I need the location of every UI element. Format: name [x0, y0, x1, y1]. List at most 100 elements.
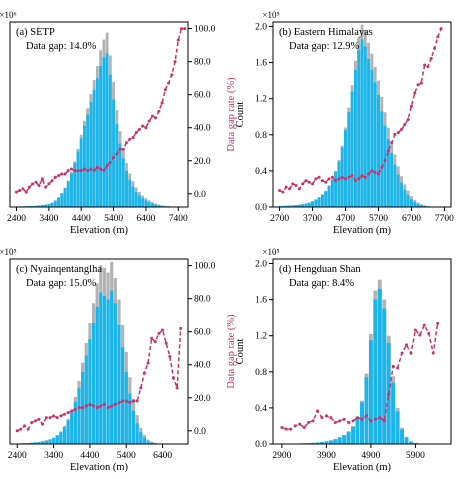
gap-rate-point — [278, 189, 281, 192]
bar-valid — [54, 201, 57, 207]
bar-valid — [77, 152, 80, 208]
gap-rate-point — [99, 168, 102, 171]
gap-annotation: Data gap: 12.9% — [289, 41, 360, 52]
bar-valid — [89, 102, 92, 207]
bar-valid — [405, 438, 409, 444]
gap-rate-point — [430, 57, 433, 60]
gap-rate-point — [139, 386, 142, 389]
gap-rate-point — [301, 182, 304, 185]
gap-rate-point — [89, 168, 92, 171]
gap-rate-point — [377, 172, 380, 175]
gap-rate-point — [52, 414, 55, 417]
gap-rate-point — [41, 423, 44, 426]
y2-tick-label: 40.0 — [194, 124, 211, 134]
gap-rate-point — [427, 332, 430, 335]
y-tick-label: 0.0 — [255, 440, 267, 450]
x-tick-label: 3700 — [303, 214, 322, 224]
gap-rate-point — [21, 187, 24, 190]
gap-rate-point — [121, 400, 124, 403]
y2-tick-label: 60.0 — [194, 328, 211, 338]
gap-rate-point — [344, 177, 347, 180]
gap-rate-point — [369, 419, 372, 422]
bar-valid — [305, 203, 308, 207]
x-tick-label: 3900 — [317, 451, 336, 461]
gap-rate-point — [387, 149, 390, 152]
bar-valid — [413, 202, 416, 207]
gap-rate-point — [367, 172, 370, 175]
gap-rate-point — [384, 159, 387, 162]
gap-rate-point — [151, 115, 154, 118]
gap-rate-point — [440, 27, 443, 30]
gap-rate-point — [357, 177, 360, 180]
gap-rate-point — [131, 136, 134, 139]
gap-rate-point — [41, 177, 44, 180]
bar-valid — [92, 323, 95, 444]
gap-rate-point — [423, 63, 426, 66]
gap-rate-point — [312, 419, 315, 422]
x-tick-label: 7400 — [169, 214, 188, 224]
gap-rate-point — [303, 426, 306, 429]
bar-valid — [374, 82, 377, 207]
y-multiplier: ×10⁵ — [262, 247, 279, 257]
y-tick-label: 0.4 — [255, 167, 267, 177]
bar-valid — [70, 412, 73, 444]
gap-rate-point — [347, 421, 350, 424]
bar-valid — [407, 195, 410, 207]
gap-rate-point — [45, 416, 48, 419]
gap-rate-point — [383, 419, 386, 422]
bar-valid — [122, 159, 125, 207]
y-tick-label: 2.0 — [255, 260, 267, 270]
bar-valid — [351, 91, 354, 207]
gap-rate-point — [294, 424, 297, 427]
gap-rate-point — [74, 408, 77, 411]
bar-valid — [67, 421, 70, 444]
bar-valid — [59, 432, 62, 444]
bar-valid — [311, 201, 314, 207]
gap-rate-point — [157, 110, 160, 113]
bar-valid — [52, 438, 55, 444]
gap-rate-point — [67, 411, 70, 414]
bar-valid — [70, 173, 73, 207]
gap-rate-point — [157, 332, 160, 335]
bar-valid — [112, 100, 115, 207]
gap-rate-point — [318, 176, 321, 179]
panel-label: (a) SETP — [16, 27, 55, 38]
gap-rate-point — [295, 184, 298, 187]
gap-rate-point — [59, 414, 62, 417]
bar-valid — [64, 188, 67, 207]
gap-rate-point — [60, 172, 63, 175]
gap-rate-point — [374, 418, 377, 421]
y2-tick-label: 80.0 — [194, 58, 211, 68]
gap-rate-point — [64, 172, 67, 175]
gap-rate-point — [298, 187, 301, 190]
gap-rate-point — [365, 414, 368, 417]
gap-rate-point — [179, 327, 182, 330]
gap-rate-point — [54, 176, 57, 179]
gap-rate-point — [409, 352, 412, 355]
bar-valid — [132, 187, 135, 207]
bar-valid — [151, 203, 154, 207]
bar-valid — [117, 325, 120, 444]
bar-valid — [99, 66, 102, 207]
gap-rate-point — [170, 73, 173, 76]
bar-valid — [85, 356, 88, 444]
gap-rate-point — [298, 423, 301, 426]
gap-rate-point — [103, 403, 106, 406]
gap-rate-point — [141, 125, 144, 128]
bar-valid — [114, 303, 117, 444]
gap-rate-point — [380, 166, 383, 169]
bar-valid — [308, 203, 311, 207]
bar-valid — [360, 402, 364, 444]
bar-valid — [324, 191, 327, 207]
gap-rate-point — [397, 131, 400, 134]
bar-valid — [334, 172, 337, 207]
bar-valid — [143, 438, 146, 444]
bar-valid — [403, 190, 406, 207]
y-axis-label: Count — [235, 102, 246, 128]
gap-rate-point — [329, 416, 332, 419]
gap-rate-point — [351, 174, 354, 177]
gap-rate-point — [27, 428, 30, 431]
gap-rate-point — [28, 186, 31, 189]
